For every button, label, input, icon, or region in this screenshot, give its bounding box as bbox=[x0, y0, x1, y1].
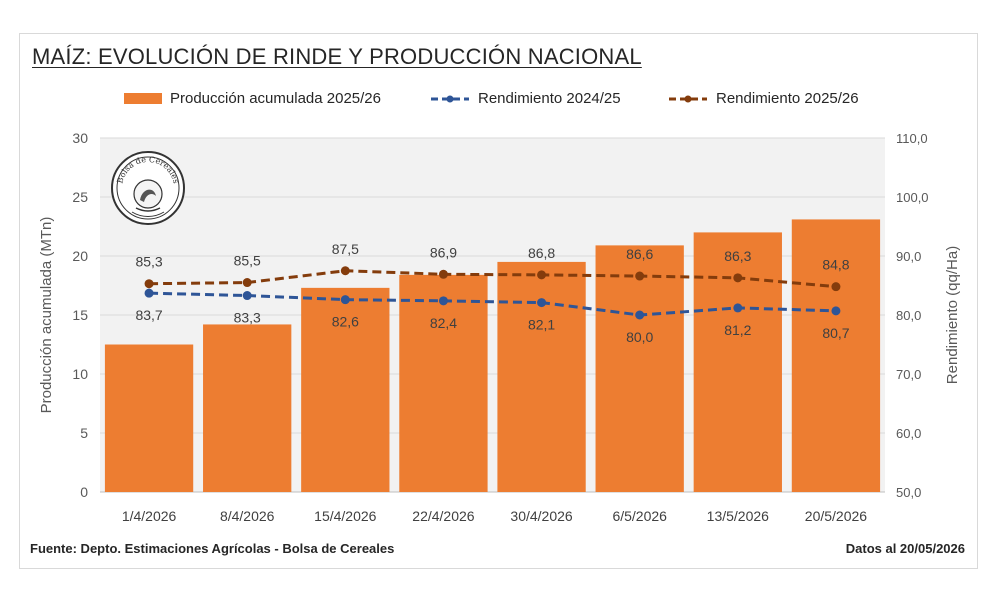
bar bbox=[595, 245, 684, 492]
legend-swatch-bars bbox=[124, 93, 162, 104]
data-label-rendimiento-2025-26: 87,5 bbox=[332, 241, 359, 257]
y2-tick-label: 80,0 bbox=[896, 308, 921, 323]
data-label-rendimiento-2025-26: 86,3 bbox=[724, 248, 751, 264]
y-tick-label: 0 bbox=[80, 484, 88, 500]
x-tick-label: 15/4/2026 bbox=[314, 508, 376, 524]
point-rendimiento-2024-25 bbox=[733, 303, 743, 313]
y-tick-label: 30 bbox=[72, 130, 88, 146]
x-tick-label: 13/5/2026 bbox=[707, 508, 769, 524]
y2-tick-label: 60,0 bbox=[896, 426, 921, 441]
data-label-rendimiento-2024-25: 83,7 bbox=[135, 307, 162, 323]
legend-line-icon-2024-25 bbox=[431, 95, 469, 102]
data-label-rendimiento-2025-26: 86,9 bbox=[430, 244, 457, 260]
y2-tick-label: 100,0 bbox=[896, 190, 929, 205]
data-label-rendimiento-2025-26: 84,8 bbox=[822, 257, 849, 273]
data-date-note: Datos al 20/05/2026 bbox=[845, 541, 965, 556]
x-tick-label: 20/5/2026 bbox=[805, 508, 867, 524]
point-rendimiento-2025-26 bbox=[242, 278, 252, 288]
y-tick-label: 25 bbox=[72, 189, 88, 205]
x-tick-label: 8/4/2026 bbox=[220, 508, 275, 524]
point-rendimiento-2025-26 bbox=[438, 269, 448, 279]
y-tick-label: 5 bbox=[80, 425, 88, 441]
series-line-rendimiento-2025-26 bbox=[149, 269, 837, 289]
y2-axis-title: Rendimiento (qq/Ha) bbox=[944, 246, 961, 384]
point-rendimiento-2024-25 bbox=[242, 291, 252, 301]
bar bbox=[301, 287, 390, 492]
bar bbox=[104, 344, 194, 492]
point-rendimiento-2025-26 bbox=[340, 266, 350, 276]
data-label-rendimiento-2025-26: 86,8 bbox=[528, 245, 555, 261]
data-label-rendimiento-2024-25: 82,4 bbox=[430, 315, 457, 331]
y2-tick-label: 50,0 bbox=[896, 485, 921, 500]
point-rendimiento-2025-26 bbox=[733, 273, 743, 283]
data-label-rendimiento-2024-25: 80,7 bbox=[822, 325, 849, 341]
point-rendimiento-2025-26 bbox=[537, 270, 547, 280]
bolsa-de-cereales-seal-logo: Bolsa de Cereales bbox=[111, 151, 185, 225]
x-tick-label: 1/4/2026 bbox=[122, 508, 177, 524]
y2-tick-label: 90,0 bbox=[896, 249, 921, 264]
y-tick-label: 10 bbox=[72, 366, 88, 382]
data-label-rendimiento-2024-25: 82,1 bbox=[528, 317, 555, 333]
legend-label-bars: Producción acumulada 2025/26 bbox=[170, 90, 381, 107]
series-line-rendimiento-2024-25 bbox=[149, 291, 836, 317]
x-tick-label: 30/4/2026 bbox=[510, 508, 572, 524]
legend-item-line1: Rendimiento 2024/25 bbox=[430, 90, 621, 107]
data-label-rendimiento-2024-25: 81,2 bbox=[724, 322, 751, 338]
legend-item-line2: Rendimiento 2025/26 bbox=[668, 90, 859, 107]
legend-label-line2: Rendimiento 2025/26 bbox=[716, 90, 859, 107]
y-axis-title: Producción acumulada (MTn) bbox=[38, 217, 55, 414]
data-label-rendimiento-2025-26: 86,6 bbox=[626, 246, 653, 262]
bar bbox=[399, 274, 488, 492]
chart-title: MAÍZ: EVOLUCIÓN DE RINDE Y PRODUCCIÓN NA… bbox=[32, 44, 642, 69]
point-rendimiento-2024-25 bbox=[537, 298, 547, 308]
bar bbox=[497, 261, 586, 492]
data-label-rendimiento-2025-26: 85,5 bbox=[234, 253, 261, 269]
point-rendimiento-2025-26 bbox=[831, 282, 841, 292]
point-rendimiento-2024-25 bbox=[831, 306, 841, 316]
data-label-rendimiento-2024-25: 82,6 bbox=[332, 314, 359, 330]
point-rendimiento-2024-25 bbox=[340, 295, 350, 305]
legend-label-line1: Rendimiento 2024/25 bbox=[478, 90, 621, 107]
point-rendimiento-2025-26 bbox=[635, 271, 645, 281]
source-note: Fuente: Depto. Estimaciones Agrícolas - … bbox=[30, 541, 395, 556]
x-tick-label: 6/5/2026 bbox=[612, 508, 667, 524]
bar bbox=[693, 232, 782, 492]
legend: Producción acumulada 2025/26 Rendimiento… bbox=[0, 90, 992, 112]
y2-tick-label: 110,0 bbox=[896, 131, 928, 146]
y-tick-label: 15 bbox=[72, 307, 88, 323]
legend-item-bars: Producción acumulada 2025/26 bbox=[124, 90, 381, 107]
x-tick-label: 22/4/2026 bbox=[412, 508, 474, 524]
data-label-rendimiento-2024-25: 83,3 bbox=[234, 310, 261, 326]
bar bbox=[791, 219, 881, 493]
data-label-rendimiento-2024-25: 80,0 bbox=[626, 329, 653, 345]
y-tick-label: 20 bbox=[72, 248, 88, 264]
point-rendimiento-2024-25 bbox=[144, 288, 154, 298]
bar bbox=[203, 324, 292, 492]
data-label-rendimiento-2025-26: 85,3 bbox=[135, 254, 162, 270]
point-rendimiento-2025-26 bbox=[144, 279, 154, 289]
legend-line-icon-2025-26 bbox=[669, 95, 707, 102]
point-rendimiento-2024-25 bbox=[635, 310, 645, 320]
point-rendimiento-2024-25 bbox=[438, 296, 448, 306]
y2-tick-label: 70,0 bbox=[896, 367, 921, 382]
